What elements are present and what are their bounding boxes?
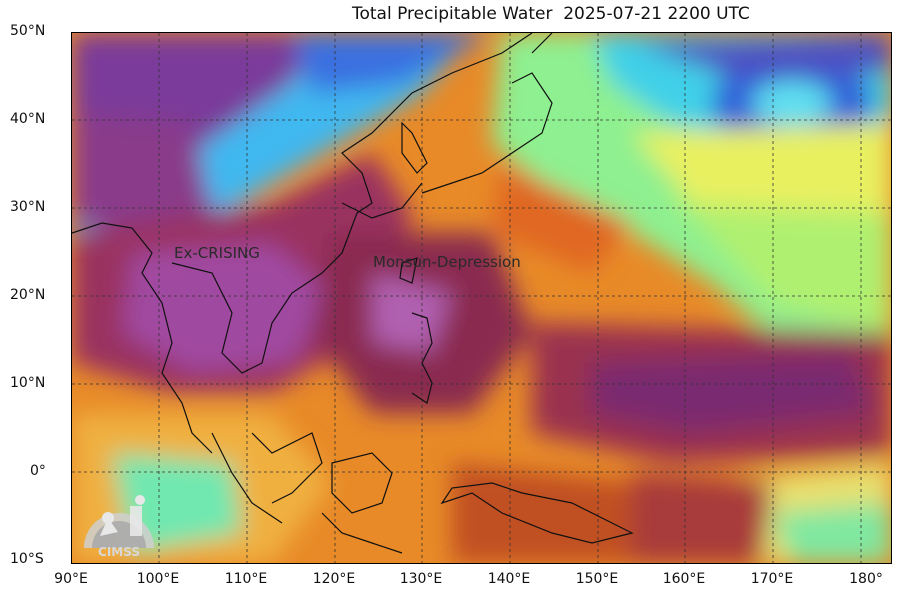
cimss-logo: CIMSS [78, 488, 160, 560]
lon-tick-label: 170°E [750, 571, 794, 587]
lat-tick-label: 10°N [10, 375, 46, 391]
lat-tick-label: 20°N [10, 287, 46, 303]
lat-tick-label: 0° [30, 463, 46, 479]
annotation-ex-crising: Ex-CRISING [174, 244, 260, 262]
lon-tick-label: 100°E [136, 571, 180, 587]
coastlines [72, 33, 634, 554]
lat-tick-label: 30°N [10, 199, 46, 215]
lon-tick-label: 140°E [487, 571, 531, 587]
lon-tick-label: 160°E [662, 571, 706, 587]
lon-tick-label: 180° [849, 571, 883, 587]
map-canvas [72, 33, 891, 563]
lat-tick-label: 50°N [10, 23, 46, 39]
lon-tick-label: 150°E [575, 571, 619, 587]
annotation-monsun-depression: Monsun-Depression [373, 253, 521, 271]
lat-tick-label: 40°N [10, 111, 46, 127]
precipitable-water-map [71, 32, 892, 564]
lon-tick-label: 130°E [399, 571, 443, 587]
lon-tick-label: 120°E [312, 571, 356, 587]
page-title: Total Precipitable Water 2025-07-21 2200… [352, 4, 750, 24]
lon-tick-label: 90°E [54, 571, 88, 587]
lat-tick-label: 10°S [10, 551, 44, 567]
logo-text: CIMSS [98, 545, 140, 559]
lon-tick-label: 110°E [224, 571, 268, 587]
